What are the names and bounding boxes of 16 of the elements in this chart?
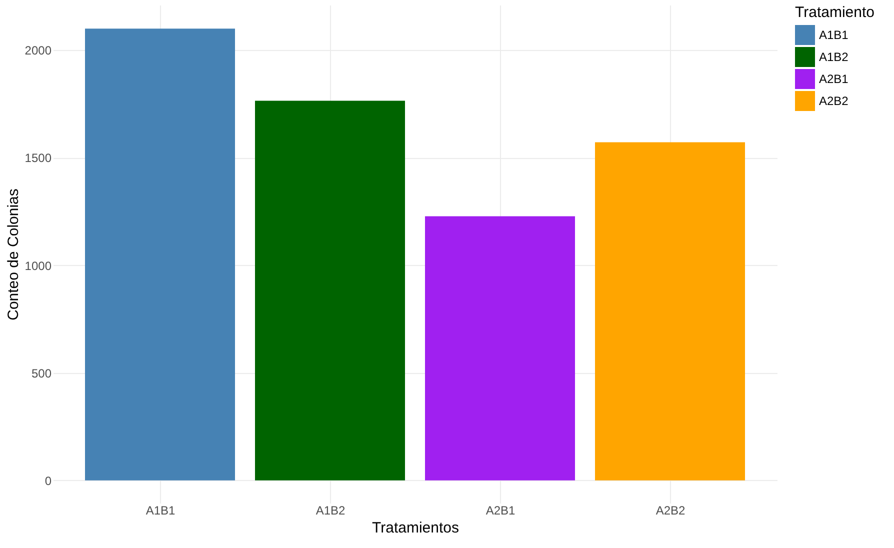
x-tick-label: A2B1: [486, 504, 516, 518]
y-tick-label: 500: [31, 366, 52, 380]
legend-label: A1B2: [819, 50, 849, 64]
y-tick-label: 2000: [24, 44, 52, 58]
x-tick-label: A2B2: [656, 504, 686, 518]
x-axis-title: Tratamientos: [372, 520, 459, 536]
legend-label: A2B1: [819, 72, 849, 86]
legend-label: A2B2: [819, 94, 849, 108]
x-tick-label: A1B2: [316, 504, 346, 518]
y-tick-label: 1000: [24, 258, 52, 273]
legend-title: Tratamiento: [795, 4, 874, 21]
y-tick-label: 0: [44, 474, 52, 488]
x-tick-label: A1B1: [146, 504, 176, 518]
y-tick-label: 1500: [24, 151, 52, 166]
y-axis-title: Conteo de Colonias: [4, 188, 22, 320]
legend-label: A1B1: [819, 28, 849, 42]
